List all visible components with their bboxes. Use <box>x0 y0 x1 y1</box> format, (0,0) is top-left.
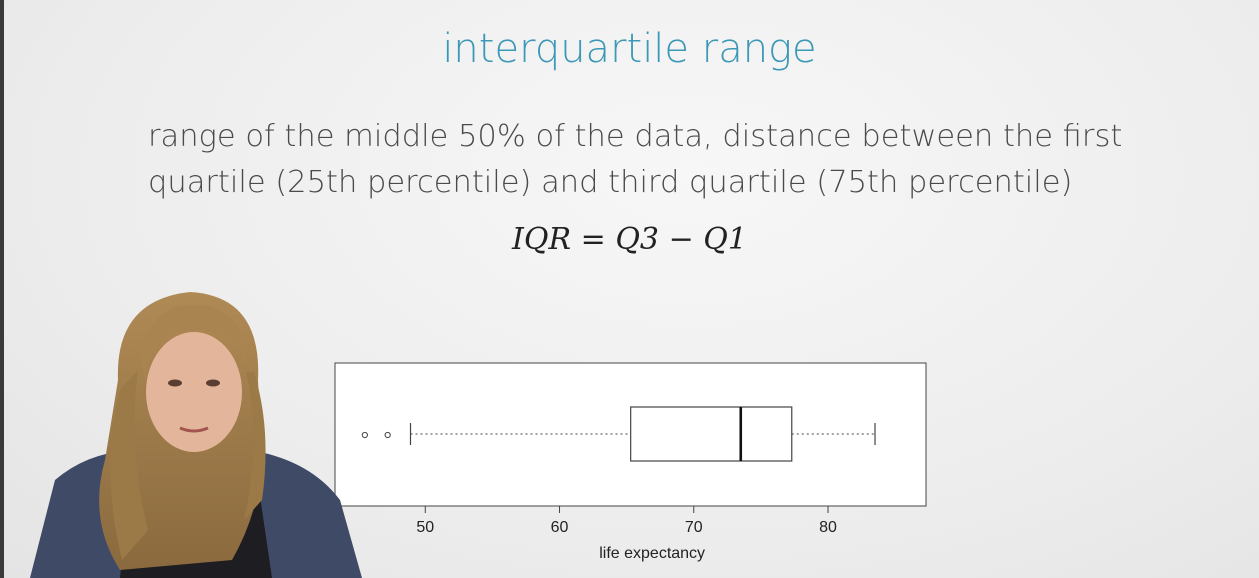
presenter-hair-front <box>140 304 247 380</box>
video-frame-edge <box>0 0 4 578</box>
formula-minus: − <box>668 222 694 257</box>
outlier-point <box>361 431 368 439</box>
outlier-point <box>384 431 391 439</box>
formula-q1: Q1 <box>703 222 747 257</box>
x-axis-label: life expectancy <box>599 545 705 562</box>
iqr-box <box>630 406 793 462</box>
x-tick-label: 80 <box>819 519 837 536</box>
slide-title: interquartile range <box>442 26 817 72</box>
presenter-face <box>146 332 242 452</box>
x-tick-label: 70 <box>685 519 703 536</box>
formula-lhs: IQR <box>512 222 572 257</box>
iqr-formula: IQR = Q3 − Q1 <box>0 222 1259 257</box>
formula-equals: = <box>580 222 606 257</box>
x-tick-label: 60 <box>551 519 569 536</box>
x-tick-label: 50 <box>416 519 434 536</box>
formula-q3: Q3 <box>615 222 660 257</box>
iqr-definition: range of the middle 50% of the data, dis… <box>148 119 1123 200</box>
